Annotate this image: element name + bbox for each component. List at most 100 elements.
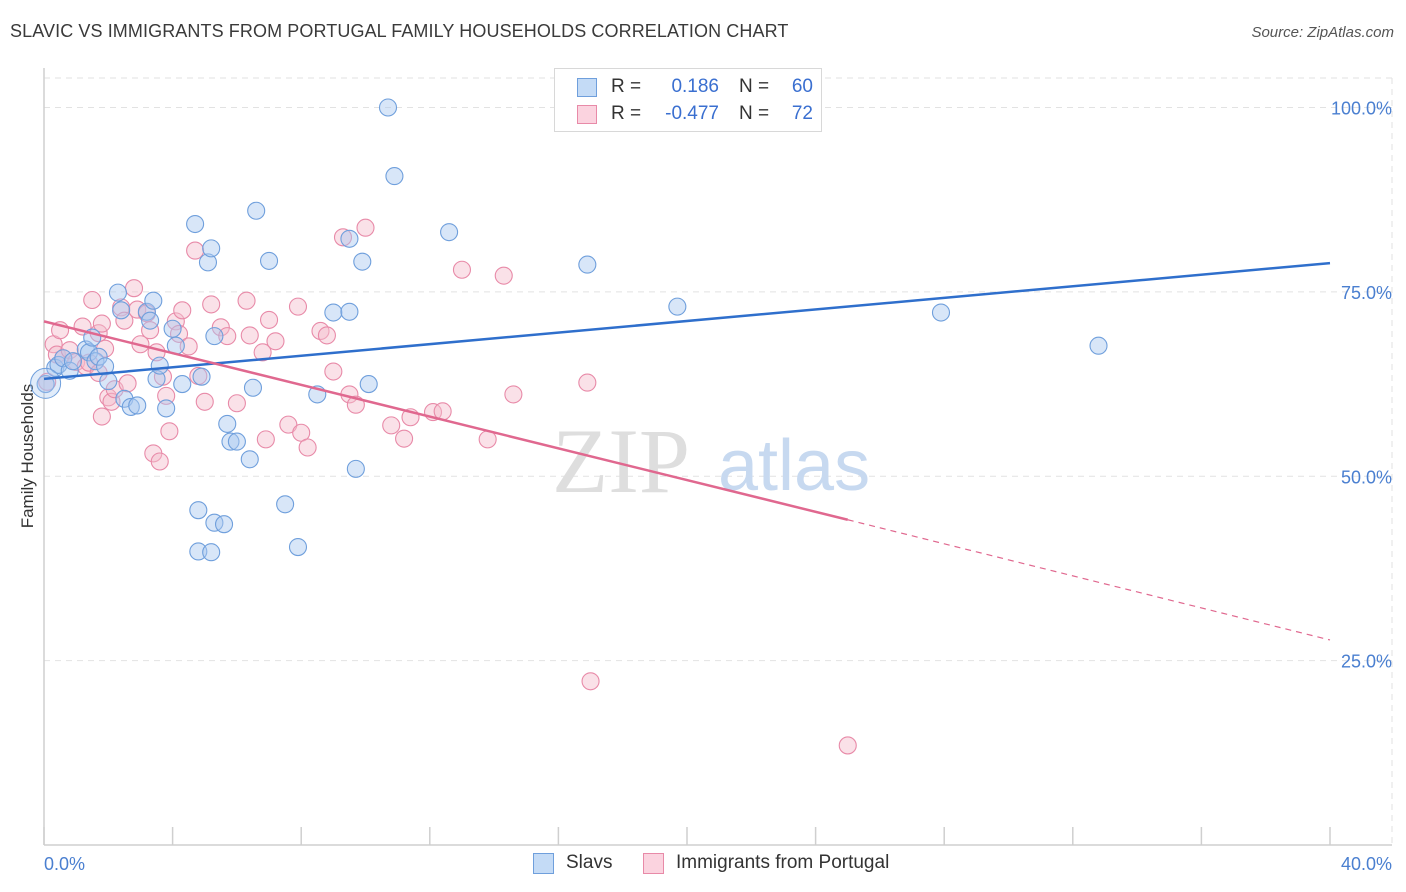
slavs-point <box>163 319 182 338</box>
r-value: -0.477 <box>665 103 719 124</box>
y-axis-label: Family Households <box>18 384 37 529</box>
slavs-trend-line <box>43 261 1331 381</box>
portugal-point <box>157 386 176 405</box>
portugal-point <box>494 266 513 285</box>
n-label: N = <box>739 103 770 124</box>
portugal-point <box>317 326 336 345</box>
slavs-point <box>440 223 459 242</box>
slavs-point <box>147 369 166 388</box>
portugal-point <box>288 297 308 316</box>
portugal-point <box>202 295 221 314</box>
portugal-point <box>150 452 169 471</box>
slavs-point <box>340 229 359 248</box>
slavs-point <box>150 356 169 375</box>
axes <box>43 68 1392 846</box>
portugal-point <box>141 321 160 340</box>
n-value: 72 <box>791 103 813 124</box>
portugal-swatch <box>577 104 597 124</box>
slavs-point <box>346 459 365 478</box>
portugal-point <box>324 362 343 381</box>
portugal-point <box>356 218 375 237</box>
source-credit: Source: ZipAtlas.com <box>1251 24 1394 41</box>
watermark-atlas: atlas <box>718 426 870 506</box>
slavs-point <box>324 303 343 322</box>
slavs-point <box>157 399 176 418</box>
portugal-point <box>240 326 259 345</box>
portugal-point <box>504 385 523 404</box>
legend-row-slavs: R = 0.186 N = 60 <box>577 75 813 99</box>
portugal-point <box>253 343 272 362</box>
gridlines <box>44 77 1393 845</box>
n-value: 60 <box>791 76 813 97</box>
slavs-point <box>227 432 246 451</box>
portugal-point <box>211 318 230 337</box>
slavs-point <box>96 357 115 376</box>
slavs-swatch <box>577 77 597 97</box>
slavs-point <box>202 239 221 258</box>
portugal-point <box>218 327 237 346</box>
slavs-point <box>189 542 208 561</box>
slavs-point <box>189 501 208 520</box>
portugal-point <box>581 672 600 691</box>
slavs-point <box>63 352 82 371</box>
legend-label-portugal: Immigrants from Portugal <box>676 852 890 873</box>
slavs-point <box>192 367 211 386</box>
slavs-point <box>243 378 263 397</box>
slavs-point <box>353 252 372 271</box>
slavs-point <box>112 301 131 320</box>
slavs-point <box>221 432 240 451</box>
slavs-point <box>578 255 597 274</box>
portugal-point <box>115 311 134 330</box>
series-portugal-points <box>38 218 857 755</box>
y-tick-labels: 25.0% 50.0% 75.0% 100.0% <box>1331 99 1392 672</box>
portugal-point <box>237 291 256 310</box>
slavs-point <box>141 311 160 330</box>
r-label: R = <box>611 76 642 97</box>
portugal-point <box>279 415 298 434</box>
y-tick-label: 75.0% <box>1341 283 1392 303</box>
slavs-point <box>36 375 55 394</box>
trend-lines <box>43 261 1331 641</box>
slavs-point <box>259 251 279 270</box>
slavs-point <box>89 347 108 366</box>
slavs-point <box>931 303 951 322</box>
portugal-point <box>395 429 414 448</box>
legend-item-slavs[interactable]: Slavs <box>533 852 612 874</box>
legend-row-portugal: R = -0.477 N = 72 <box>577 102 813 126</box>
slavs-legend-swatch <box>533 852 554 874</box>
portugal-point <box>838 736 857 755</box>
portugal-point <box>578 373 597 392</box>
portugal-point <box>266 332 285 351</box>
slavs-point <box>108 283 127 302</box>
slavs-point <box>79 343 99 362</box>
portugal-point <box>92 314 111 333</box>
portugal-point <box>256 430 275 449</box>
portugal-point <box>118 374 137 393</box>
portugal-point <box>160 422 179 441</box>
slavs-point <box>186 214 205 234</box>
portugal-point <box>195 392 214 411</box>
slavs-point <box>214 515 234 534</box>
legend-item-portugal[interactable]: Immigrants from Portugal <box>643 852 889 874</box>
slavs-point <box>99 372 118 391</box>
slavs-point <box>668 297 687 316</box>
correlation-legend: R = 0.186 N = 60 R = -0.477 N = 72 <box>554 68 822 132</box>
portugal-point <box>83 290 102 310</box>
slavs-point <box>205 327 224 346</box>
slavs-point <box>378 98 398 117</box>
portugal-legend-swatch <box>643 852 664 874</box>
watermark: ZIP atlas <box>552 410 870 512</box>
slavs-point <box>128 396 147 415</box>
y-tick-label: 100.0% <box>1331 99 1392 119</box>
slavs-point-large <box>30 367 62 399</box>
slavs-point <box>173 375 192 394</box>
x-tick-label-min: 0.0% <box>44 854 85 874</box>
portugal-point <box>382 416 401 435</box>
portugal-point <box>92 407 111 426</box>
series-slavs-points <box>30 98 1108 562</box>
portugal-point <box>179 337 198 356</box>
portugal-point <box>173 301 192 320</box>
r-value: 0.186 <box>671 76 719 97</box>
n-label: N = <box>739 76 770 97</box>
